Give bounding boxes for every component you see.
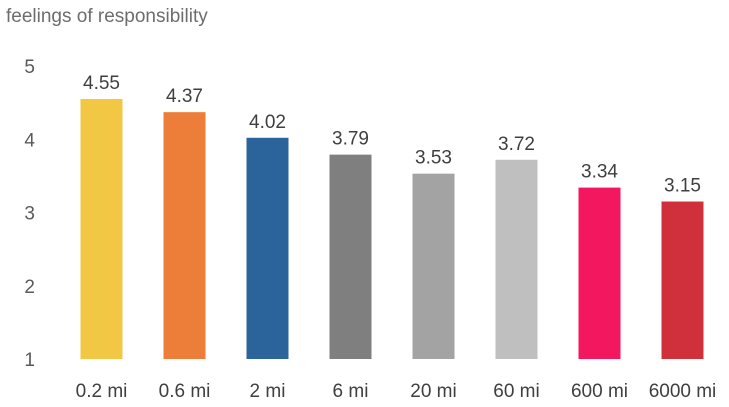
- data-label: 4.02: [249, 112, 286, 133]
- data-label: 3.34: [581, 162, 618, 183]
- x-tick-label: 20 mi: [410, 381, 456, 402]
- bars-group: [80, 98, 704, 360]
- x-axis-ticks: 0.2 mi 0.6 mi 2 mi 6 mi 20 mi 60 mi 600 mi 6000…: [76, 381, 717, 402]
- data-label: 3.79: [332, 129, 369, 150]
- x-tick-label: 2 mi: [250, 381, 286, 402]
- y-tick-label: 5: [24, 57, 35, 78]
- data-label: 4.37: [166, 86, 203, 107]
- y-axis-ticks: 1 2 3 4 5: [24, 57, 35, 371]
- x-tick-label: 0.6 mi: [159, 381, 211, 402]
- bar: [412, 173, 455, 359]
- x-tick-label: 6 mi: [333, 381, 369, 402]
- y-tick-label: 2: [24, 277, 35, 298]
- data-label: 3.53: [415, 148, 452, 169]
- y-tick-label: 1: [24, 350, 35, 371]
- y-tick-label: 3: [24, 204, 35, 225]
- data-label: 3.15: [664, 176, 701, 197]
- x-tick-label: 0.2 mi: [76, 381, 128, 402]
- bar: [495, 159, 538, 359]
- x-tick-label: 600 mi: [571, 381, 628, 402]
- bar: [578, 187, 621, 359]
- data-labels-group: 4.55 4.37 4.02 3.79 3.53 3.72 3.34 3.15: [83, 73, 701, 197]
- bar: [329, 154, 372, 359]
- x-tick-label: 6000 mi: [649, 381, 717, 402]
- bar: [163, 112, 206, 360]
- data-label: 4.55: [83, 73, 120, 94]
- x-tick-label: 60 mi: [493, 381, 539, 402]
- bar: [661, 201, 704, 359]
- chart-title: feelings of responsibility: [6, 6, 208, 27]
- bar: [80, 98, 123, 360]
- bar: [246, 137, 289, 359]
- y-tick-label: 4: [24, 130, 35, 151]
- data-label: 3.72: [498, 134, 535, 155]
